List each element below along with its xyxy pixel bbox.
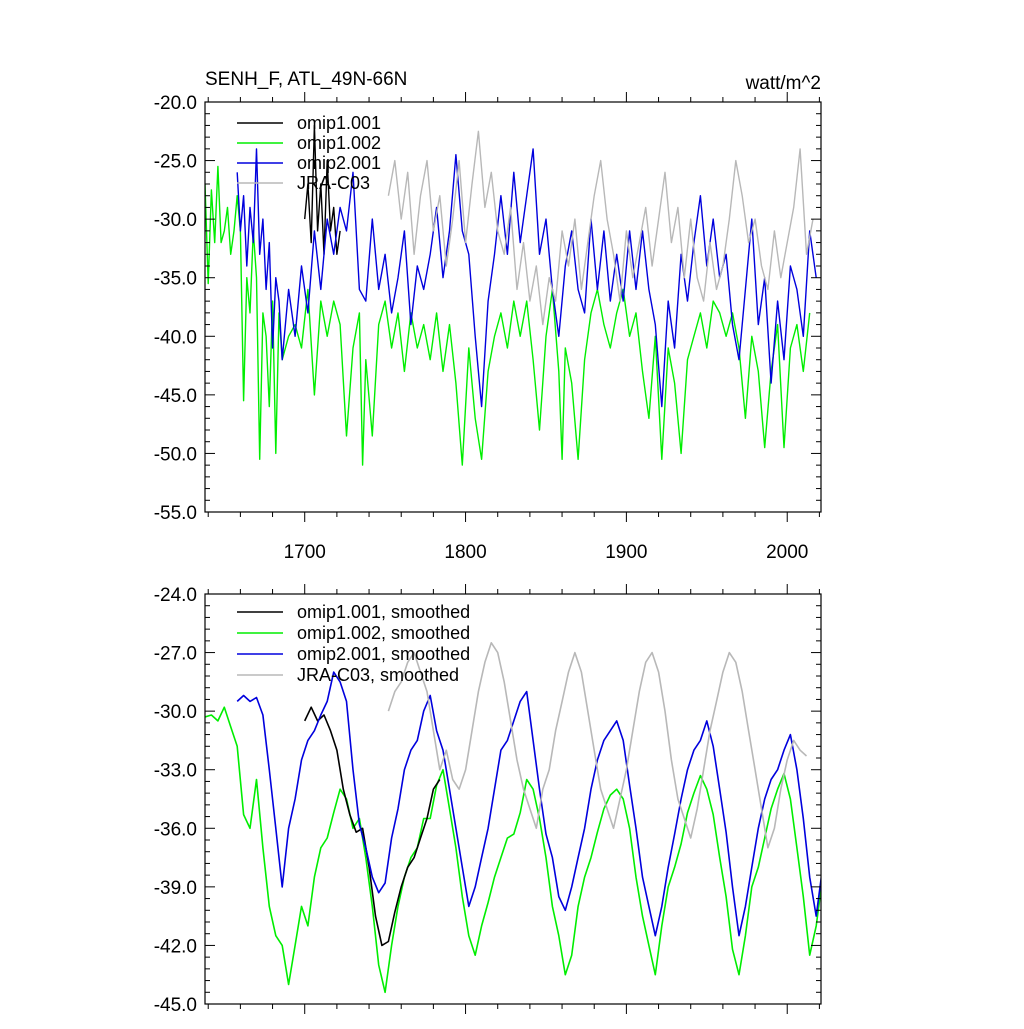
y-tick-label: -55.0 xyxy=(154,503,197,524)
bottom-panel: -45.0 -42.0 -39.0 -36.0 -33.0 -30.0 -27.0 -24.0… xyxy=(154,584,822,1016)
plot-frame xyxy=(204,101,822,513)
series-line-0 xyxy=(205,165,811,466)
y-tick-label: -25.0 xyxy=(154,152,197,173)
plot-frame xyxy=(204,593,822,1005)
legend-label: omip2.001 xyxy=(297,153,381,173)
y-tick-label: -45.0 xyxy=(154,386,197,407)
legend-label: JRA-C03 xyxy=(297,173,370,193)
y-tick-label: -42.0 xyxy=(154,936,197,957)
legend-label: omip2.001, smoothed xyxy=(297,644,470,664)
legend-label: omip1.002 xyxy=(297,133,381,153)
x-tick-label: 2000 xyxy=(766,542,808,563)
x-tick-label: 1700 xyxy=(284,542,326,563)
y-tick-label: -45.0 xyxy=(154,995,197,1016)
top-panel: -55.0 -50.0 -45.0 -40.0 -35.0 -30.0 -25.0 -20.0… xyxy=(154,92,822,563)
series-line-2 xyxy=(236,671,821,937)
y-tick-label: -39.0 xyxy=(154,878,197,899)
series-group xyxy=(205,642,821,994)
legend-label: omip1.001 xyxy=(297,113,381,133)
series-line-1 xyxy=(304,124,341,255)
y-tick-label: -20.0 xyxy=(154,93,197,114)
series-group xyxy=(205,124,817,466)
y-tick-label: -27.0 xyxy=(154,644,197,665)
y-tick-label: -30.0 xyxy=(154,702,197,723)
units-label: watt/m^2 xyxy=(745,73,821,94)
y-tick-label: -24.0 xyxy=(154,585,197,606)
series-line-3 xyxy=(387,130,814,326)
x-tick-label: 1900 xyxy=(605,542,647,563)
series-line-2 xyxy=(236,148,817,408)
y-tick-label: -33.0 xyxy=(154,761,197,782)
y-tick-label: -40.0 xyxy=(154,327,197,348)
y-tick-label: -50.0 xyxy=(154,444,197,465)
y-tick-label: -30.0 xyxy=(154,210,197,231)
legend-label: JRA-C03, smoothed xyxy=(297,665,459,685)
y-tick-label: -35.0 xyxy=(154,269,197,290)
series-line-3 xyxy=(387,642,808,849)
chart-title: SENH_F, ATL_49N-66N xyxy=(205,69,407,90)
legend-label: omip1.002, smoothed xyxy=(297,623,470,643)
x-tick-label: 1800 xyxy=(444,542,486,563)
y-tick-label: -36.0 xyxy=(154,819,197,840)
series-line-1 xyxy=(303,706,441,947)
series-line-0 xyxy=(205,706,821,994)
legend-label: omip1.001, smoothed xyxy=(297,602,470,622)
